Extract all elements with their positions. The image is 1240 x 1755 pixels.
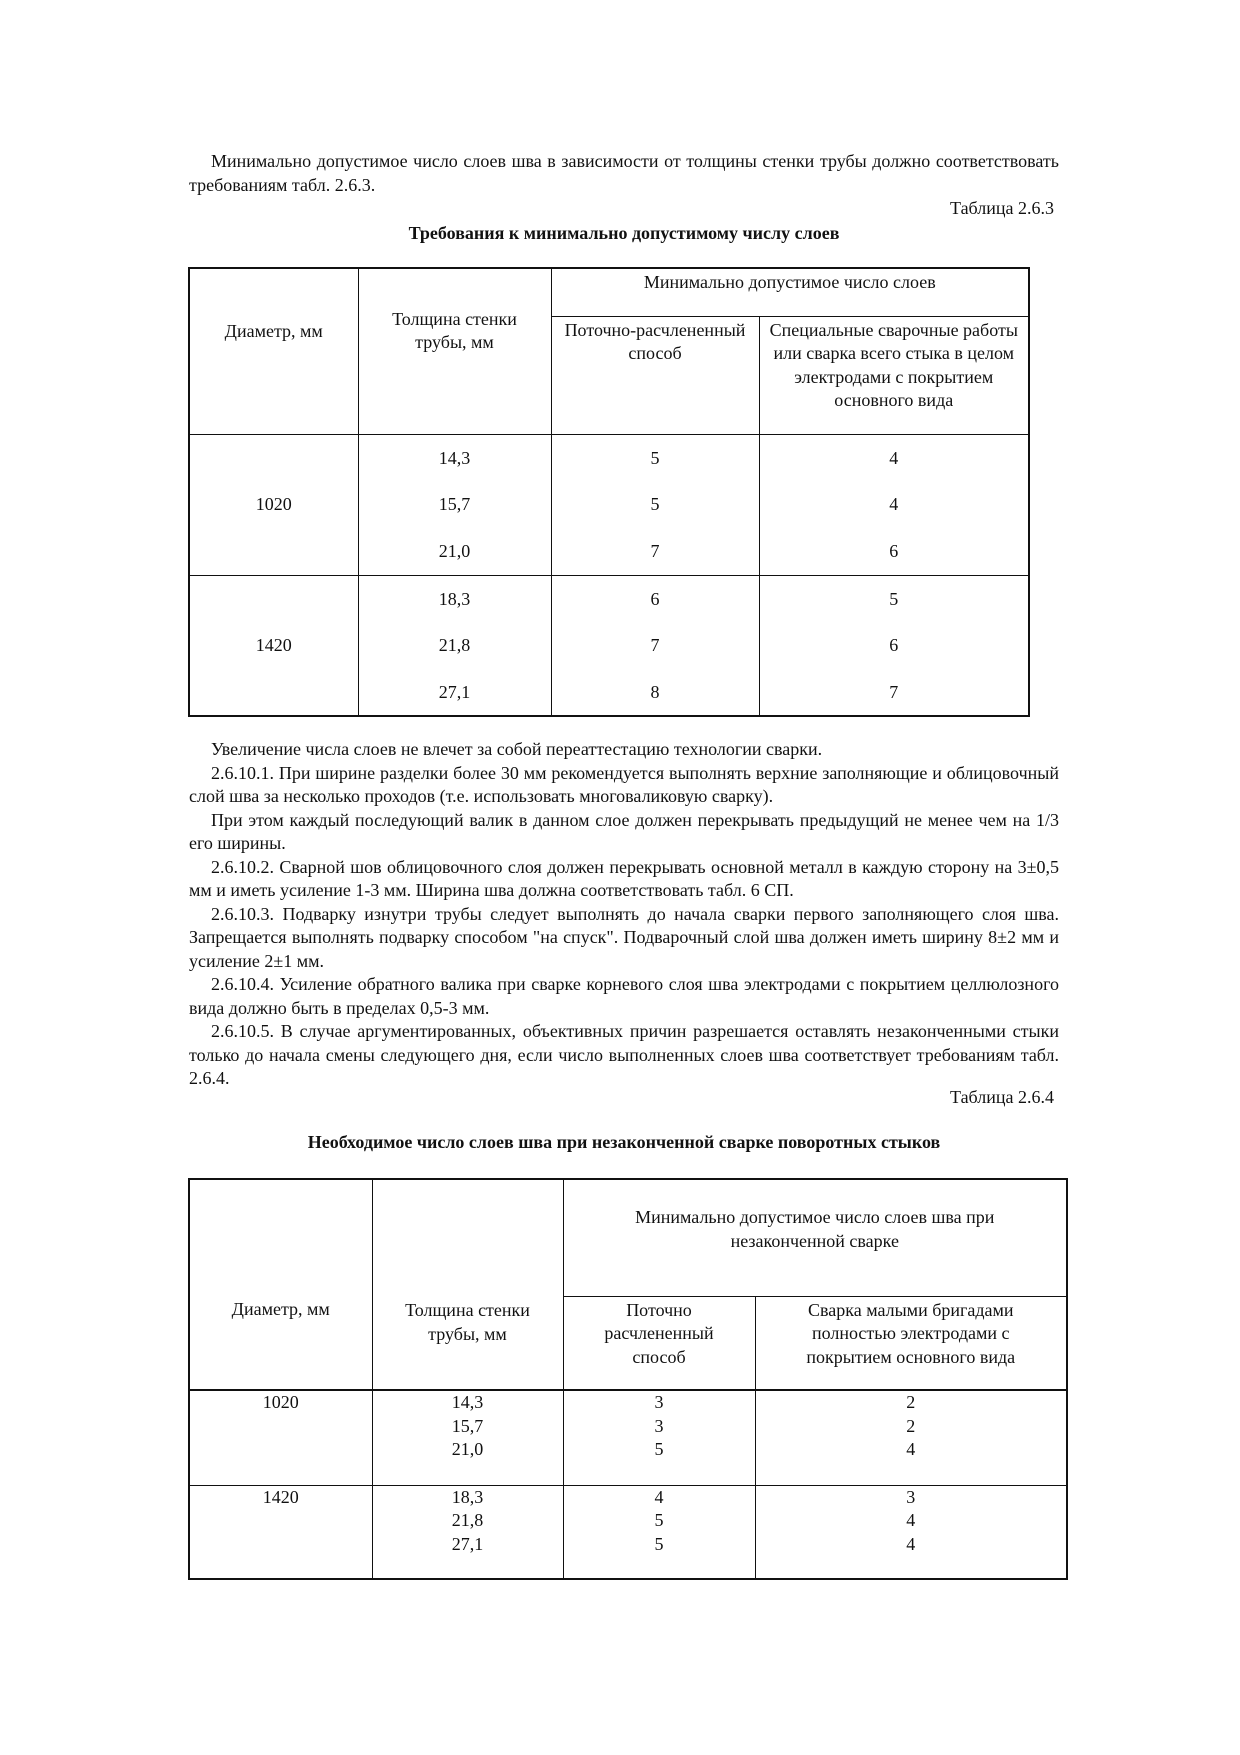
value-cell: 7 <box>650 540 660 561</box>
diameter-cell: 1020 <box>188 433 359 576</box>
value-cell: 5 <box>654 1533 664 1554</box>
thickness-cell: 27,1 <box>451 1533 484 1554</box>
table2-title: Необходимое число слоев шва при незаконч… <box>307 1132 941 1152</box>
table-row-group: 1420 18,3 21,8 27,1 6 7 8 5 6 7 <box>188 574 1030 717</box>
table-row-group: 1420 18,3 21,8 27,1 4 5 5 3 4 4 <box>188 1484 1068 1580</box>
table-row-group: 1020 14,3 15,7 21,0 3 3 5 2 2 4 <box>188 1389 1068 1486</box>
value-cell: 6 <box>650 588 660 609</box>
value-cell: 2 <box>906 1392 916 1412</box>
diameter-cell: 1020 <box>188 1389 373 1486</box>
thickness-cell: 15,7 <box>438 494 471 514</box>
header-diameter: Диаметр, мм <box>188 1178 373 1391</box>
value-cell: 7 <box>889 681 899 702</box>
header-diameter-label: Диаметр, мм <box>231 1299 330 1319</box>
header-col-a: Поточно-расчлененный способ <box>550 315 760 435</box>
paragraph: При этом каждый последующий валик в данн… <box>189 809 1059 854</box>
value-cell: 5 <box>650 494 660 514</box>
thickness-cell: 14,3 <box>451 1392 484 1412</box>
diameter-cell: 1420 <box>188 1484 373 1580</box>
value-cell: 4 <box>906 1510 916 1530</box>
paragraph: 2.6.10.3. Подварку изнутри трубы следует… <box>189 903 1059 971</box>
table2-label: Таблица 2.6.4 <box>950 1087 1054 1107</box>
header-col-b: Специальные сварочные работы или сварка … <box>758 315 1030 435</box>
thickness-cell: 21,0 <box>438 540 471 561</box>
thickness-cell: 18,3 <box>438 588 471 609</box>
value-cell: 4 <box>906 1439 916 1459</box>
thickness-cell: 18,3 <box>451 1486 484 1507</box>
table1-title: Требования к минимально допустимому числ… <box>408 223 840 243</box>
paragraph: 2.6.10.2. Сварной шов облицовочного слоя… <box>189 856 1059 901</box>
header-col-b: Сварка малыми бригадами полностью электр… <box>754 1295 1068 1391</box>
header-thickness-label: Толщина стенки трубы, мм <box>405 1300 530 1344</box>
value-cell: 6 <box>889 635 899 655</box>
value-cell: 3 <box>654 1415 664 1436</box>
value-cell: 6 <box>889 540 899 561</box>
table-2-6-3: Диаметр, мм Толщина стенки трубы, мм Мин… <box>188 267 1031 717</box>
thickness-cell: 14,3 <box>438 447 471 468</box>
value-cell: 4 <box>889 494 899 514</box>
header-diameter: Диаметр, мм <box>188 267 359 435</box>
header-thickness: Толщина стенки трубы, мм <box>371 1178 564 1391</box>
value-cell: 3 <box>654 1392 664 1412</box>
value-cell: 5 <box>654 1439 664 1459</box>
thickness-cell: 21,8 <box>451 1510 484 1530</box>
value-cell: 5 <box>650 447 660 468</box>
table-2-6-4: Диаметр, мм Толщина стенки трубы, мм Мин… <box>188 1178 1069 1580</box>
value-cell: 2 <box>906 1415 916 1436</box>
paragraph: 2.6.10.1. При ширине разделки более 30 м… <box>189 762 1059 807</box>
header-group: Минимально допустимое число слоев <box>550 267 1030 317</box>
table1-label: Таблица 2.6.3 <box>950 198 1054 218</box>
value-cell: 3 <box>906 1486 916 1507</box>
thickness-cell: 21,8 <box>438 635 471 655</box>
header-col-a: Поточно расчлененный способ <box>562 1295 756 1391</box>
thickness-cell: 27,1 <box>438 681 471 702</box>
value-cell: 4 <box>906 1533 916 1554</box>
value-cell: 5 <box>889 588 899 609</box>
value-cell: 4 <box>889 447 899 468</box>
thickness-cell: 15,7 <box>451 1415 484 1436</box>
body-text: Увеличение числа слоев не влечет за собо… <box>0 738 1240 1091</box>
intro-paragraph: Минимально допустимое число слоев шва в … <box>189 151 1059 195</box>
value-cell: 4 <box>654 1486 664 1507</box>
thickness-cell: 21,0 <box>451 1439 484 1459</box>
paragraph: 2.6.10.4. Усиление обратного валика при … <box>189 974 1059 1018</box>
diameter-cell: 1420 <box>188 574 359 717</box>
header-thickness: Толщина стенки трубы, мм <box>357 267 552 435</box>
header-group: Минимально допустимое число слоев шва пр… <box>562 1178 1068 1297</box>
value-cell: 8 <box>650 681 660 702</box>
paragraph: 2.6.10.5. В случае аргументированных, об… <box>189 1021 1059 1088</box>
value-cell: 5 <box>654 1510 664 1530</box>
paragraph: Увеличение числа слоев не влечет за собо… <box>211 739 823 759</box>
table-row-group: 1020 14,3 15,7 21,0 5 5 7 4 4 6 <box>188 433 1030 576</box>
value-cell: 7 <box>650 635 660 655</box>
